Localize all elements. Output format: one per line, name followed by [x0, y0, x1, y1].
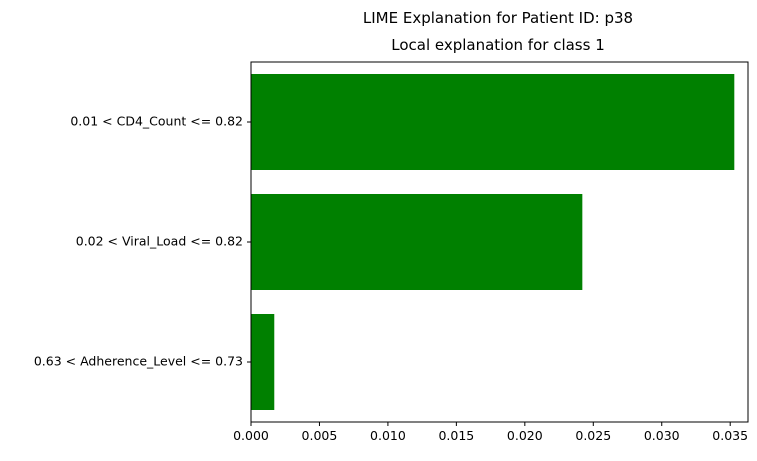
x-tick-label: 0.035 — [712, 428, 748, 443]
y-tick-label: 0.63 < Adherence_Level <= 0.73 — [34, 354, 243, 369]
bar-3 — [251, 314, 275, 410]
y-axis-ticks: 0.01 < CD4_Count <= 0.82 0.02 < Viral_Loa… — [34, 114, 251, 369]
x-tick-label: 0.030 — [644, 428, 680, 443]
bars-group — [251, 74, 735, 410]
bar-1 — [251, 74, 735, 170]
x-tick-label: 0.010 — [370, 428, 406, 443]
chart-title: Local explanation for class 1 — [391, 36, 605, 54]
bar-2 — [251, 194, 583, 290]
x-tick-label: 0.005 — [302, 428, 338, 443]
x-axis-ticks: 0.000 0.005 0.010 0.015 0.020 0.025 0.030 0.035 — [233, 422, 748, 443]
x-tick-label: 0.020 — [507, 428, 543, 443]
plot-frame — [250, 61, 749, 423]
y-tick-label: 0.02 < Viral_Load <= 0.82 — [76, 234, 243, 249]
chart-suptitle: LIME Explanation for Patient ID: p38 — [363, 9, 633, 27]
x-tick-label: 0.015 — [438, 428, 474, 443]
x-tick-label: 0.000 — [233, 428, 269, 443]
x-tick-label: 0.025 — [575, 428, 611, 443]
y-tick-label: 0.01 < CD4_Count <= 0.82 — [70, 114, 243, 129]
